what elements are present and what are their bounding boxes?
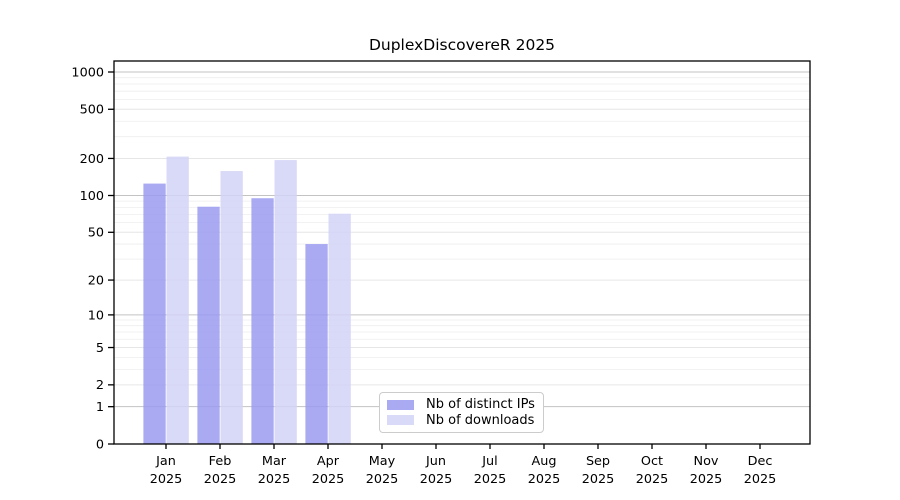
chart-title: DuplexDiscovereR 2025	[368, 36, 556, 54]
legend-swatch-distinct-ips	[387, 399, 414, 410]
legend-label-distinct-ips: Nb of distinct IPs	[426, 397, 535, 413]
y-tick-label: 1	[96, 400, 104, 415]
bar-downloads-jan	[166, 156, 189, 444]
x-tick-label-year: 2025	[258, 472, 291, 487]
x-tick-label-month: Jun	[425, 454, 446, 469]
bar-distinct-ips-feb	[197, 206, 220, 444]
x-tick-label-year: 2025	[744, 472, 777, 487]
bar-distinct-ips-jan	[143, 183, 166, 444]
y-axis: 0 1 2 5 10 20 50 100 200 500 1000	[71, 65, 114, 452]
bar-downloads-feb	[220, 171, 243, 444]
x-tick-label-year: 2025	[366, 472, 399, 487]
bars	[143, 156, 351, 444]
x-tick-label-year: 2025	[690, 472, 723, 487]
x-tick-label-year: 2025	[528, 472, 561, 487]
x-tick-label-year: 2025	[636, 472, 669, 487]
x-tick-label-year: 2025	[582, 472, 615, 487]
x-tick-label-month: Mar	[262, 454, 287, 469]
y-tick-label: 10	[88, 308, 104, 323]
legend-label-downloads: Nb of downloads	[426, 412, 535, 428]
x-tick-label-year: 2025	[204, 472, 237, 487]
y-tick-label: 20	[88, 273, 104, 288]
legend-item: Nb of downloads	[387, 413, 535, 429]
x-tick-label-month: Jul	[481, 454, 497, 469]
x-axis: Jan 2025 Feb 2025 Mar 2025 Apr 2025 May 2025 Jun 20…	[150, 444, 777, 487]
x-tick-label-year: 2025	[420, 472, 453, 487]
y-tick-label: 200	[80, 152, 104, 167]
x-tick-label-month: May	[369, 454, 396, 469]
y-tick-label: 5	[96, 341, 104, 356]
legend-item: Nb of distinct IPs	[387, 397, 535, 413]
y-tick-label: 100	[80, 189, 104, 204]
bar-distinct-ips-apr	[305, 244, 328, 444]
x-tick-label-year: 2025	[312, 472, 345, 487]
bar-downloads-mar	[274, 160, 297, 444]
x-tick-label-month: Nov	[694, 454, 719, 469]
y-tick-label: 500	[80, 103, 104, 118]
legend-swatch-downloads	[387, 415, 414, 426]
x-tick-label-month: Aug	[532, 454, 557, 469]
y-tick-label: 1000	[71, 65, 104, 80]
x-tick-label-month: Oct	[641, 454, 663, 469]
x-tick-label-month: Sep	[586, 454, 610, 469]
legend: Nb of distinct IPs Nb of downloads	[379, 392, 544, 433]
plot-frame	[113, 60, 811, 445]
x-tick-label-month: Jan	[155, 454, 176, 469]
x-tick-label-month: Dec	[748, 454, 773, 469]
x-tick-label-year: 2025	[474, 472, 507, 487]
bar-downloads-apr	[328, 213, 351, 444]
y-tick-label: 2	[96, 378, 104, 393]
x-tick-label-month: Feb	[209, 454, 232, 469]
x-tick-label-month: Apr	[317, 454, 340, 469]
bar-distinct-ips-mar	[251, 198, 274, 444]
x-tick-label-year: 2025	[150, 472, 183, 487]
y-tick-label: 0	[96, 437, 104, 452]
y-tick-label: 50	[88, 226, 104, 241]
